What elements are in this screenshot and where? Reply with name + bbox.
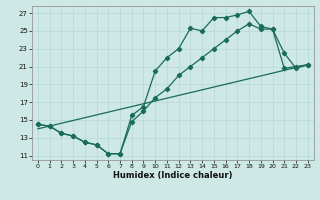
X-axis label: Humidex (Indice chaleur): Humidex (Indice chaleur) [113, 171, 233, 180]
